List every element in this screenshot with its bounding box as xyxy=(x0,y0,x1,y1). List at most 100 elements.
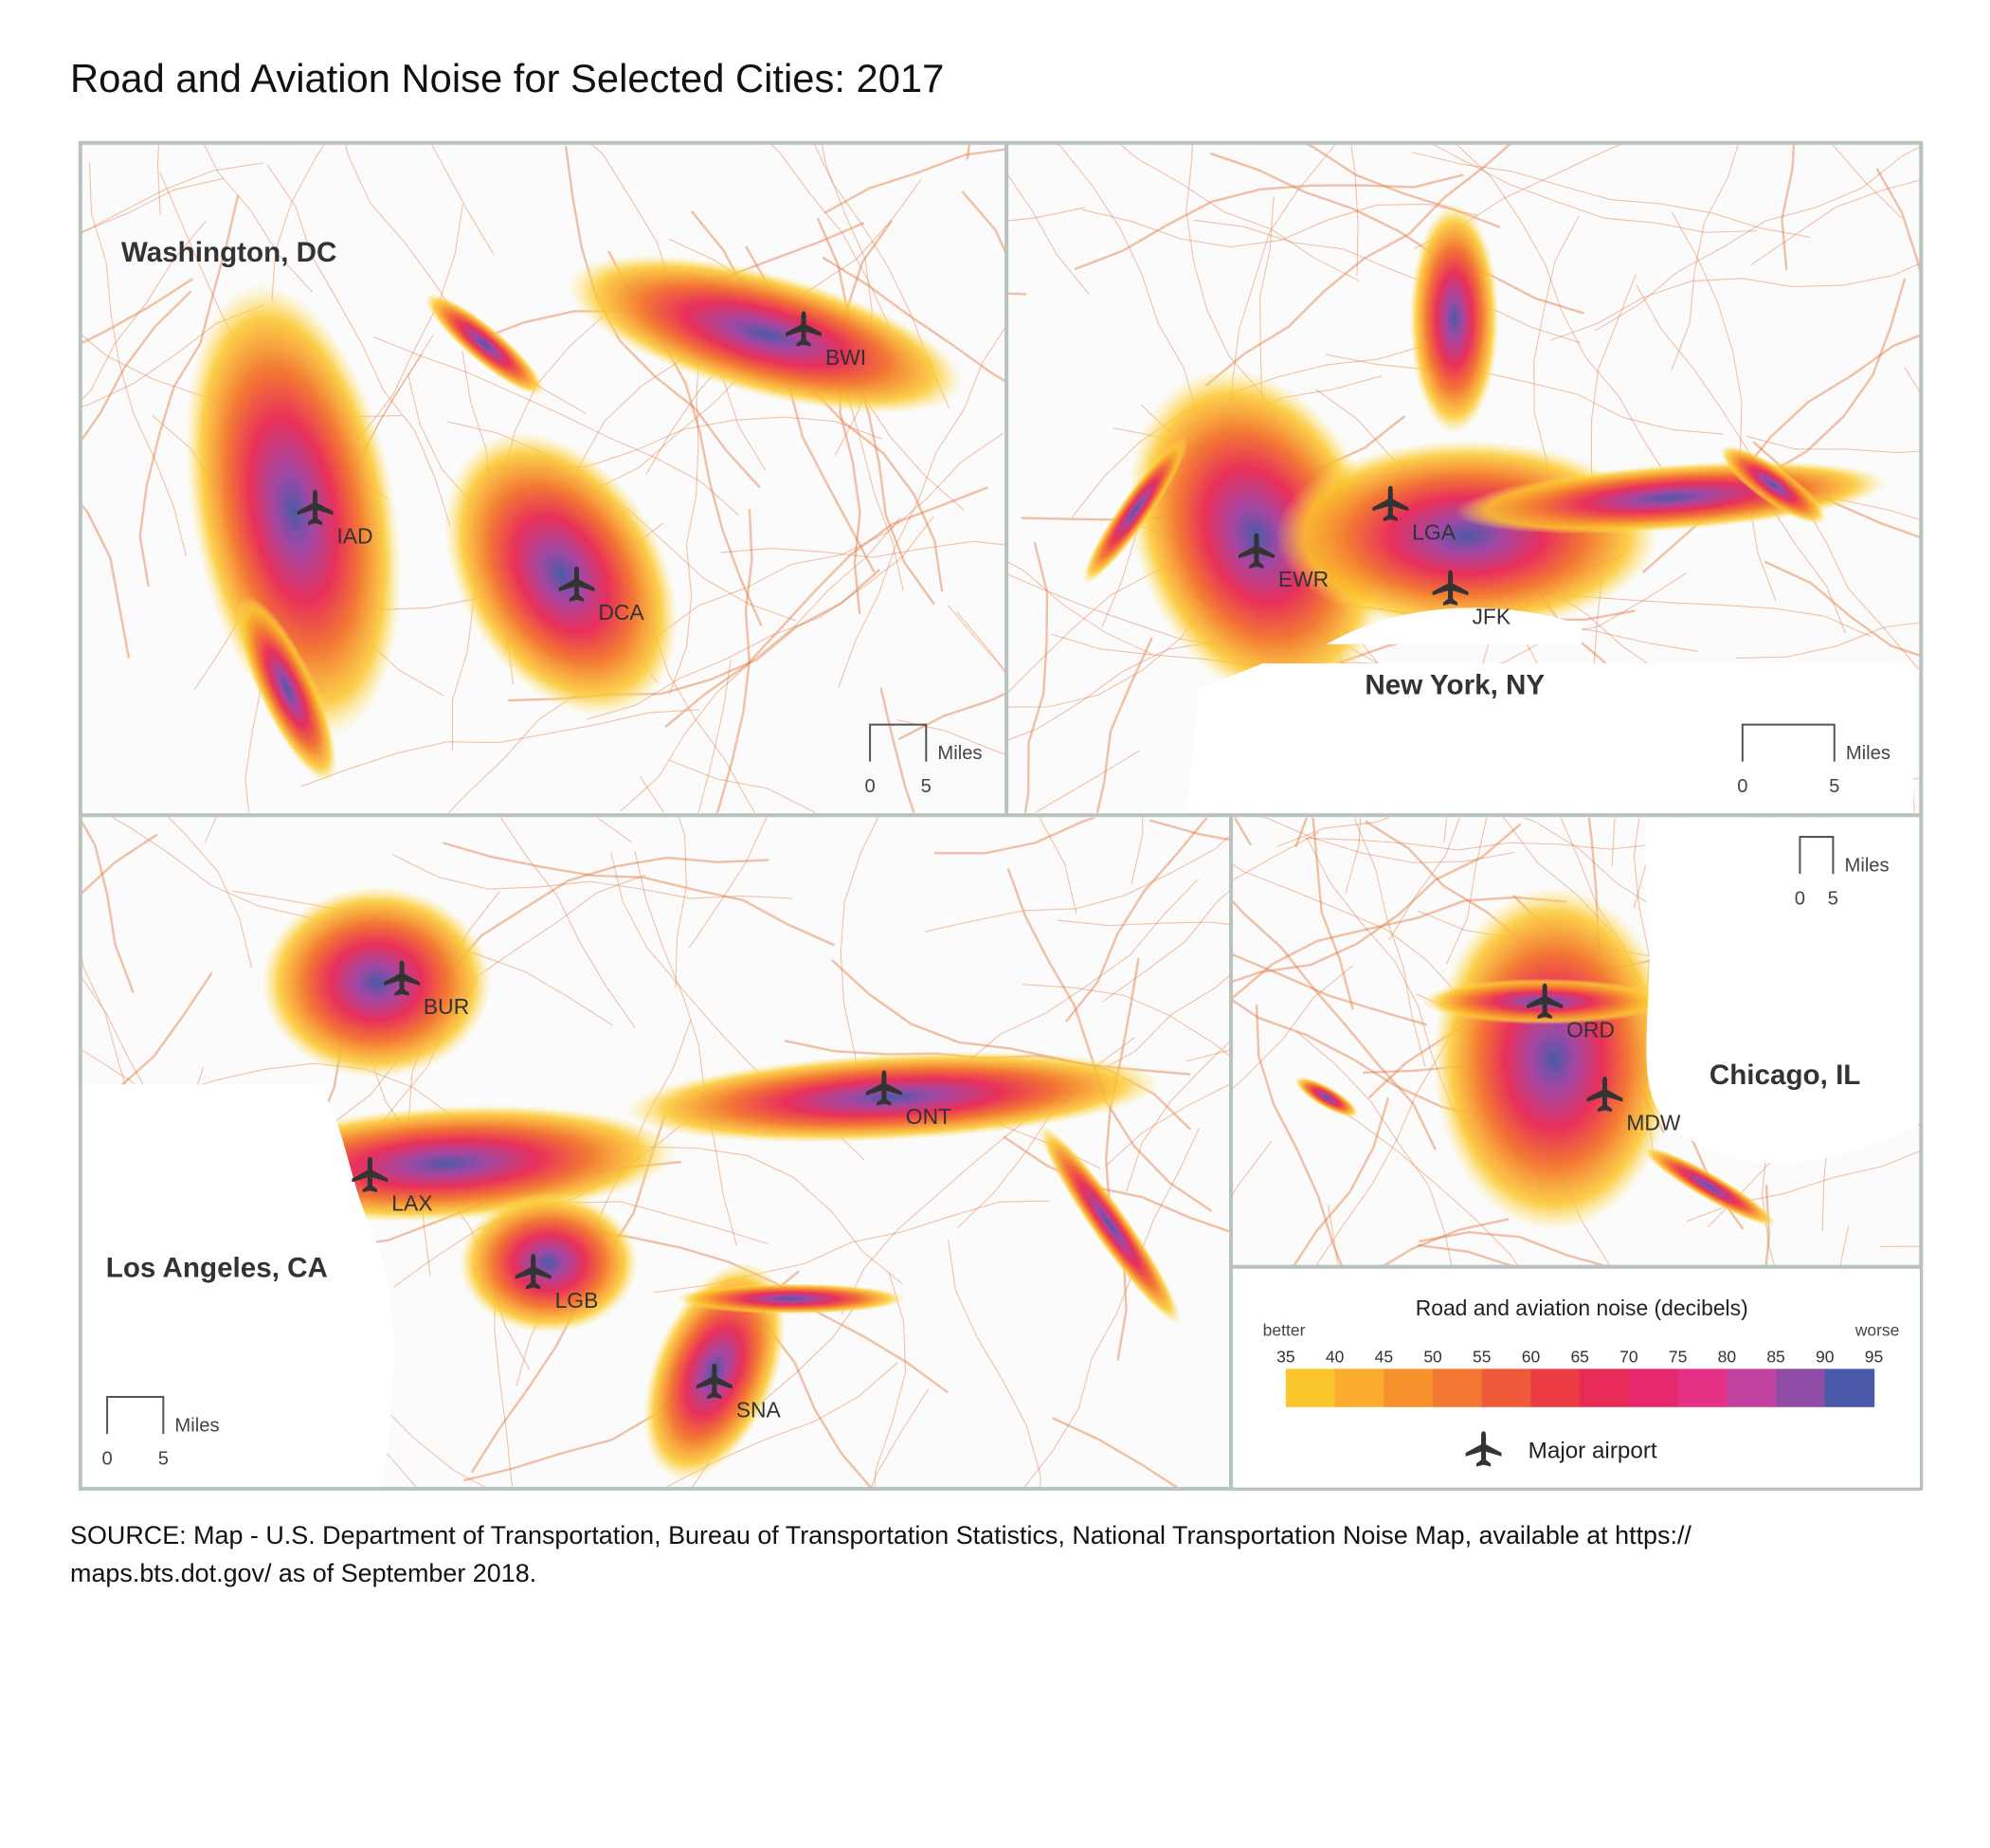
legend-tick-label: 85 xyxy=(1766,1348,1784,1367)
road xyxy=(1056,142,1199,418)
road xyxy=(80,278,194,346)
road xyxy=(948,1240,1041,1489)
noise-area xyxy=(1082,436,1188,585)
road xyxy=(1746,435,1922,454)
frames xyxy=(78,140,1924,1491)
noise-area xyxy=(1642,1146,1777,1226)
road xyxy=(874,1272,907,1489)
road xyxy=(1023,541,1049,813)
road xyxy=(669,759,817,813)
road xyxy=(1209,152,1584,315)
road xyxy=(1764,1185,1771,1266)
road xyxy=(138,194,240,587)
road xyxy=(1204,142,1513,388)
road xyxy=(1102,890,1230,1003)
legend-tick-label: 90 xyxy=(1816,1348,1835,1367)
road xyxy=(1345,817,1362,895)
road xyxy=(838,326,1005,688)
scale-unit: Miles xyxy=(1845,855,1890,876)
legend-swatch xyxy=(1384,1368,1434,1407)
road xyxy=(1193,219,1581,344)
road xyxy=(1022,984,1230,1058)
scale-unit: Miles xyxy=(1846,743,1890,764)
road xyxy=(80,221,207,403)
road xyxy=(1095,637,1153,813)
legend-tick-label: 55 xyxy=(1473,1348,1491,1367)
noise-area xyxy=(443,431,678,716)
source-line: SOURCE: Map - U.S. Department of Transpo… xyxy=(70,1521,1692,1549)
road xyxy=(961,190,1005,255)
road xyxy=(1082,203,1478,248)
road xyxy=(1293,1096,1390,1266)
road xyxy=(80,162,264,235)
road xyxy=(897,692,1005,741)
noise-area xyxy=(261,886,492,1078)
road xyxy=(839,220,894,615)
road xyxy=(1302,142,1501,228)
road xyxy=(948,605,1005,671)
road xyxy=(816,217,935,606)
airport-label: SNA xyxy=(736,1398,782,1422)
road xyxy=(80,759,81,767)
road xyxy=(1830,142,1903,219)
road xyxy=(156,142,161,216)
road xyxy=(1039,817,1077,915)
city-label: New York, NY xyxy=(1365,669,1545,700)
scale-bar xyxy=(106,1395,165,1435)
noise-area xyxy=(676,1283,906,1314)
airport-label: DCA xyxy=(598,600,644,625)
labels: Washington, DC IAD DCA BWI Miles 0 5 New York, … xyxy=(101,237,1899,1469)
road xyxy=(1232,831,1320,881)
noise-area xyxy=(1409,204,1499,434)
road xyxy=(657,432,1004,637)
noise-area xyxy=(1275,440,1658,632)
city-label: Los Angeles, CA xyxy=(106,1252,328,1283)
lake xyxy=(1645,817,1922,1164)
road xyxy=(88,162,188,556)
road xyxy=(1388,817,1460,941)
scale-tick-label: 5 xyxy=(1828,888,1838,909)
legend-title: Road and aviation noise (decibels) xyxy=(1416,1295,1748,1320)
road xyxy=(1312,1093,1519,1266)
road xyxy=(840,817,879,1105)
road xyxy=(1750,179,1922,265)
airport-label: ONT xyxy=(906,1104,951,1129)
road xyxy=(620,516,901,812)
road xyxy=(1007,561,1152,655)
road xyxy=(1232,823,1522,984)
road xyxy=(1232,965,1353,1090)
road xyxy=(924,835,1230,933)
legend-swatch xyxy=(1481,1368,1532,1407)
legend-tick-label: 50 xyxy=(1423,1348,1442,1367)
road xyxy=(203,142,314,293)
legend-tick-label: 45 xyxy=(1375,1348,1393,1367)
noise-areas xyxy=(80,204,1922,1489)
legend-tick-label: 60 xyxy=(1522,1348,1541,1367)
ocean xyxy=(80,1084,394,1489)
legend-swatch xyxy=(1628,1368,1679,1407)
legend-swatch xyxy=(1285,1368,1336,1407)
road xyxy=(870,1388,930,1489)
airport-label: LAX xyxy=(391,1190,432,1215)
road xyxy=(168,817,253,969)
road xyxy=(1446,817,1488,965)
airport-label: BWI xyxy=(825,345,866,370)
road xyxy=(1411,152,1811,238)
city-label: Washington, DC xyxy=(121,237,337,268)
road xyxy=(1305,837,1711,854)
scale-tick-label: 5 xyxy=(921,776,932,797)
airport-label: EWR xyxy=(1278,567,1329,591)
road xyxy=(1117,142,1360,282)
road xyxy=(1261,817,1515,863)
road xyxy=(719,540,1005,558)
road xyxy=(1105,1083,1230,1167)
noise-area xyxy=(425,293,545,396)
scale-tick-label: 0 xyxy=(101,1448,112,1469)
road xyxy=(271,142,327,303)
road xyxy=(1417,1243,1515,1266)
noise-area xyxy=(1039,1124,1182,1325)
road xyxy=(966,142,971,160)
road xyxy=(1232,952,1428,1026)
